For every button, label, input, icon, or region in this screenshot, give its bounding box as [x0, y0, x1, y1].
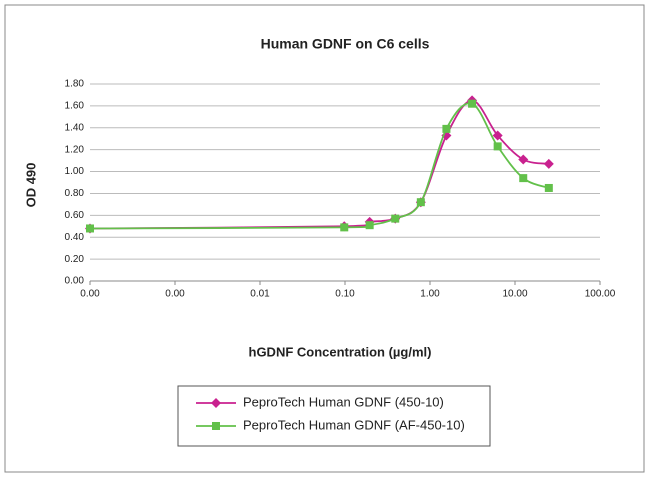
y-tick-label: 1.00 — [65, 166, 85, 177]
point — [493, 142, 502, 151]
point — [468, 99, 477, 108]
y-tick-label: 0.80 — [65, 188, 85, 199]
point — [442, 124, 451, 133]
x-axis-title: hGDNF Concentration (µg/ml) — [249, 344, 432, 359]
x-tick-label: 100.00 — [585, 289, 616, 300]
point — [544, 183, 553, 192]
point — [416, 198, 425, 207]
chart-title: Human GDNF on C6 cells — [261, 36, 430, 52]
y-tick-label: 0.40 — [65, 232, 85, 243]
x-tick-label: 1.00 — [420, 289, 440, 300]
y-axis-title: OD 490 — [23, 163, 38, 208]
point — [86, 224, 94, 233]
legend-marker — [212, 422, 220, 430]
point — [365, 221, 374, 230]
point — [519, 174, 528, 183]
x-tick-label: 0.00 — [165, 289, 185, 300]
x-tick-label: 0.01 — [250, 289, 270, 300]
x-tick-label: 0.10 — [335, 289, 355, 300]
y-tick-label: 1.40 — [65, 122, 85, 133]
y-tick-label: 0.60 — [65, 210, 85, 221]
y-tick-label: 1.60 — [65, 101, 85, 112]
point — [391, 214, 400, 223]
point — [492, 130, 503, 141]
y-tick-label: 1.80 — [65, 79, 85, 90]
point — [543, 158, 554, 169]
x-tick-label: 10.00 — [502, 289, 527, 300]
point — [340, 223, 349, 232]
legend-box — [177, 385, 491, 447]
y-tick-label: 0.00 — [65, 276, 85, 287]
legend-label: PeproTech Human GDNF (450-10) — [243, 394, 444, 409]
x-tick-label: 0.00 — [80, 289, 100, 300]
legend-label: PeproTech Human GDNF (AF-450-10) — [243, 417, 465, 432]
y-tick-label: 0.20 — [65, 254, 85, 265]
y-tick-label: 1.20 — [65, 144, 85, 155]
legend-marker — [211, 398, 221, 408]
point — [518, 154, 529, 165]
